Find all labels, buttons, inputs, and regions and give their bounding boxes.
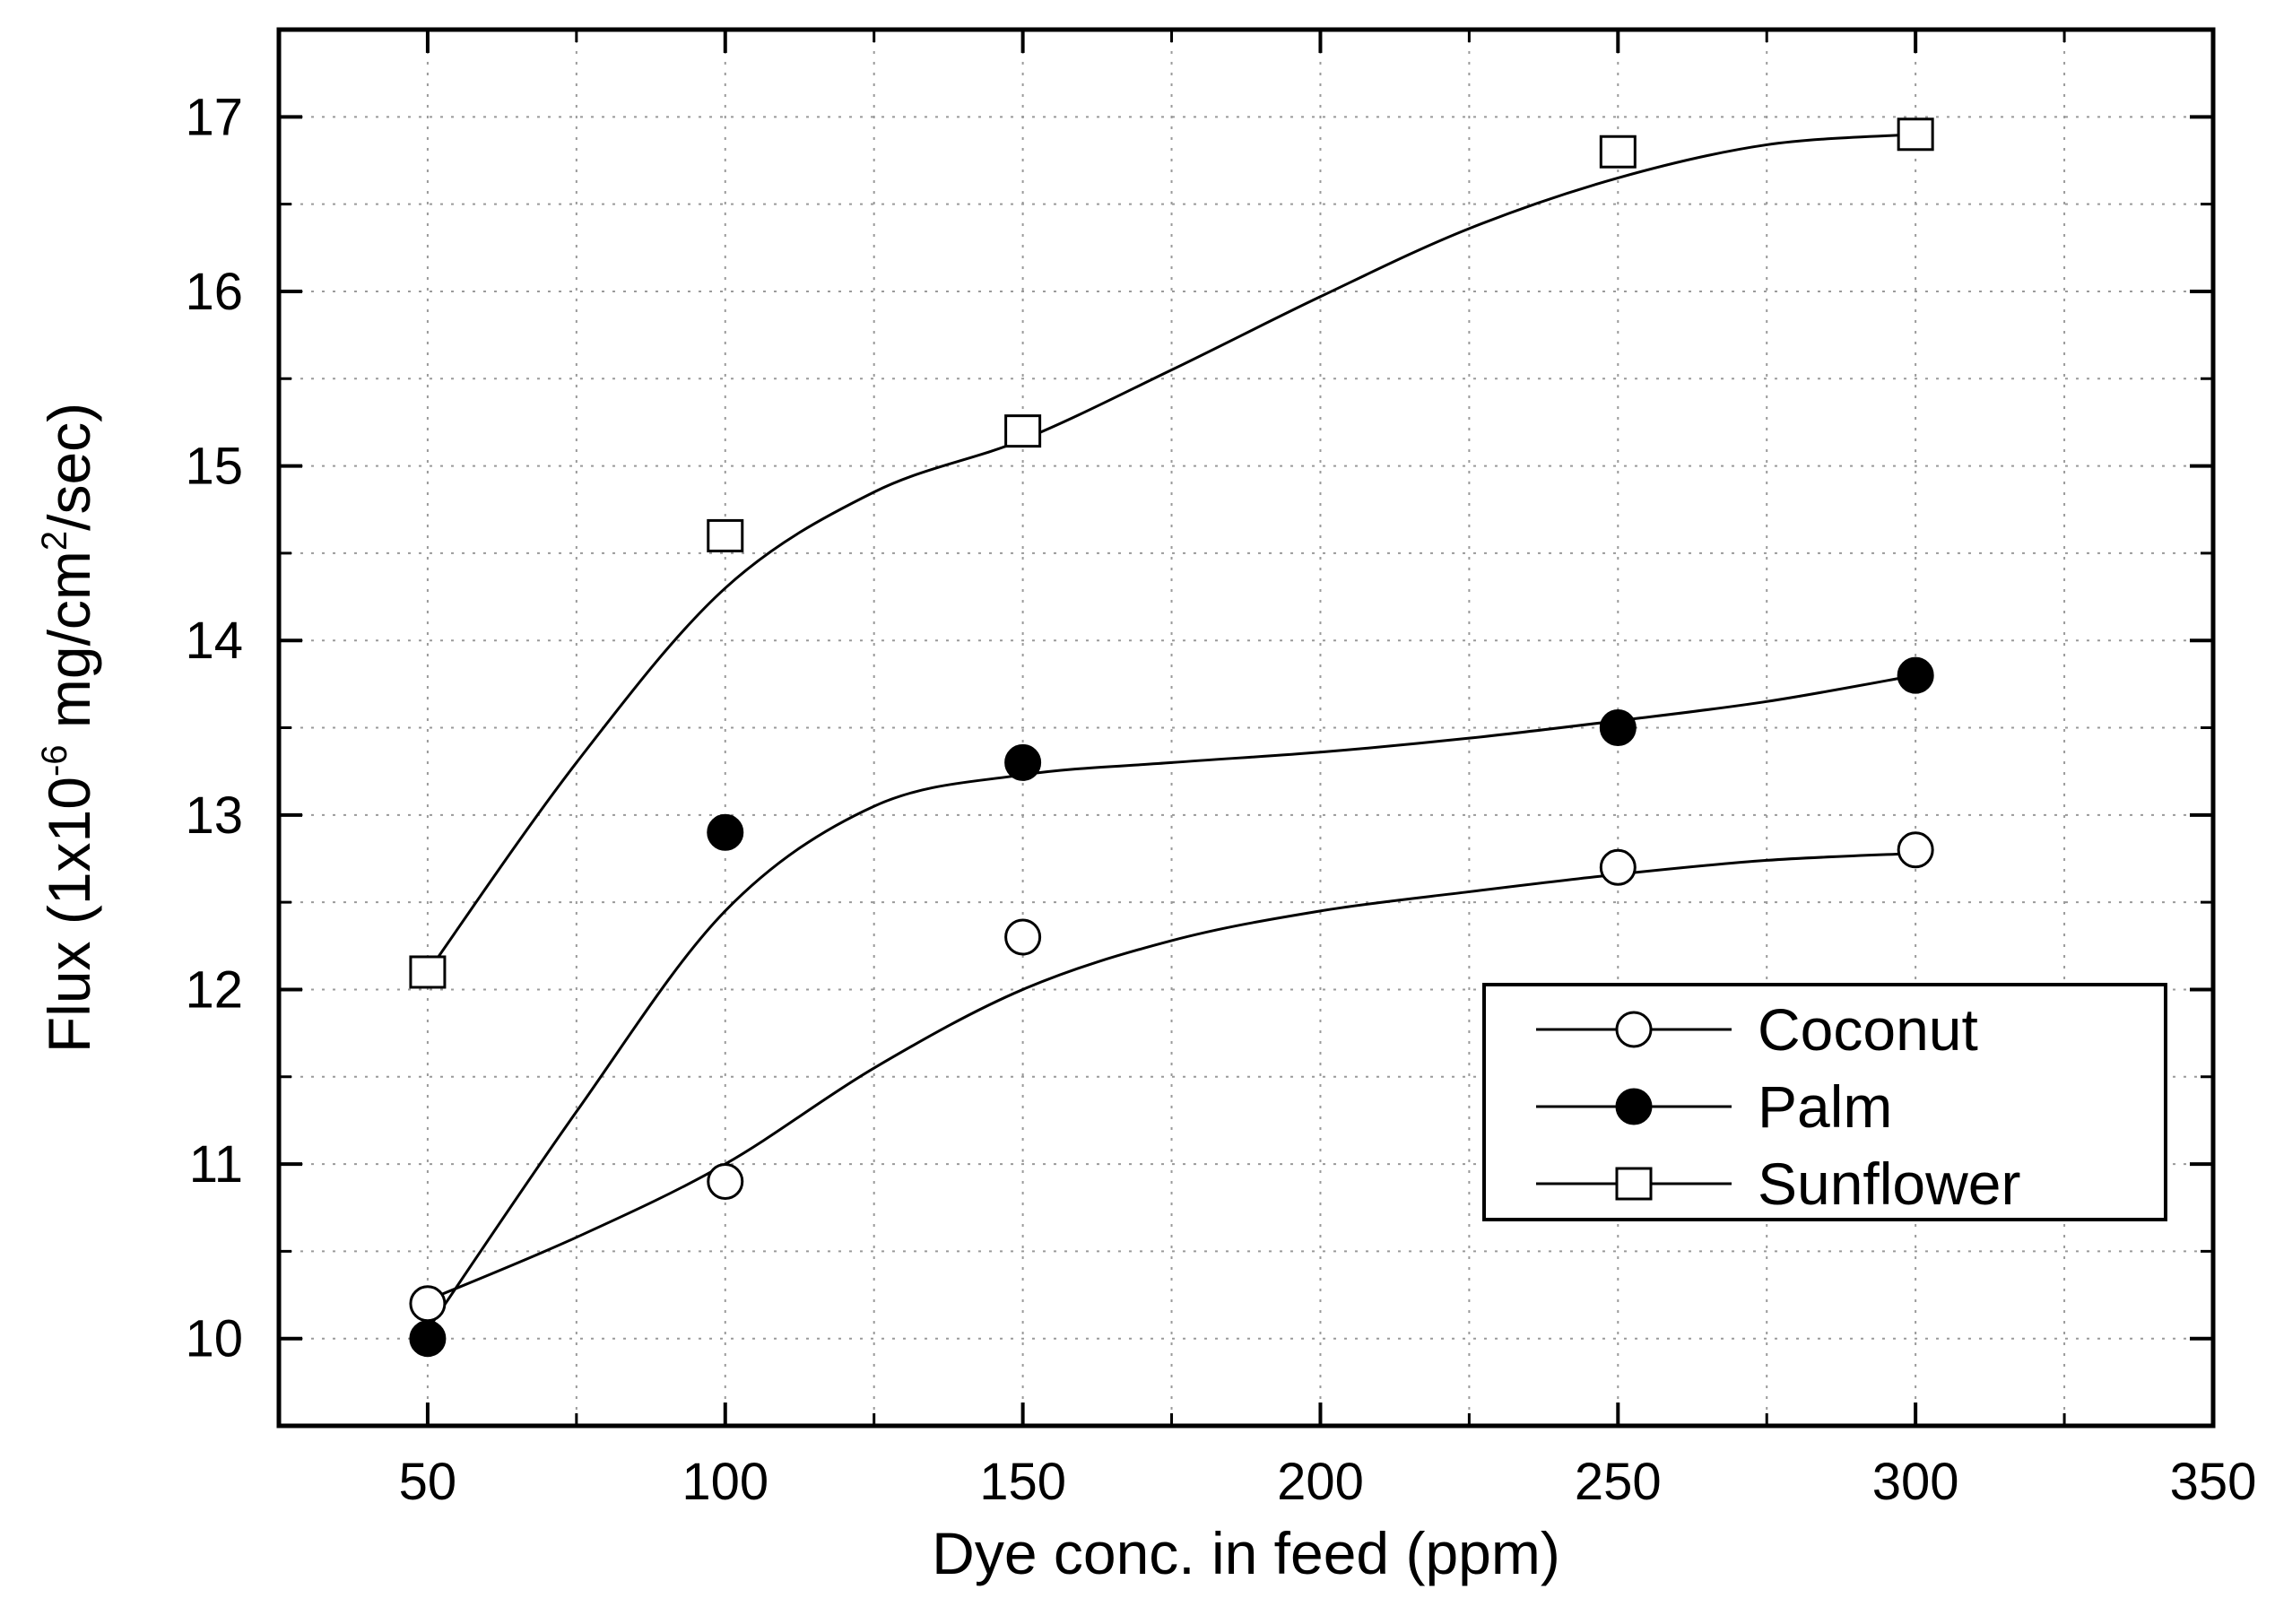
data-point-palm bbox=[1599, 709, 1637, 746]
fit-curve-palm bbox=[426, 673, 1916, 1331]
legend-label-coconut: Coconut bbox=[1758, 996, 1978, 1063]
y-tick-label: 17 bbox=[185, 88, 243, 146]
y-axis-title-prefix: Flux (1x10 bbox=[36, 777, 102, 1053]
y-tick-label: 13 bbox=[185, 786, 243, 845]
axis-ticks bbox=[277, 28, 2215, 1428]
y-tick-label: 11 bbox=[189, 1135, 243, 1194]
x-tick-label: 350 bbox=[2170, 1453, 2257, 1511]
fit-curve-coconut bbox=[427, 852, 1916, 1302]
legend-marker-sunflower bbox=[1615, 1167, 1653, 1201]
y-tick-label: 16 bbox=[185, 263, 243, 321]
y-tick-label: 12 bbox=[185, 960, 243, 1019]
data-point-sunflower bbox=[1599, 135, 1637, 169]
data-point-coconut bbox=[1599, 848, 1637, 886]
y-tick-label: 10 bbox=[185, 1310, 243, 1368]
data-point-palm bbox=[707, 813, 744, 851]
data-point-coconut bbox=[1004, 918, 1042, 956]
legend: Coconut Palm Sunflower bbox=[1482, 983, 2167, 1221]
data-point-sunflower bbox=[1004, 414, 1042, 448]
x-tick-label: 150 bbox=[979, 1453, 1066, 1511]
x-tick-label: 100 bbox=[682, 1453, 768, 1511]
fit-curves bbox=[426, 133, 1916, 1331]
data-markers bbox=[409, 117, 1934, 1358]
y-axis-title-suffix: /sec) bbox=[36, 403, 102, 531]
legend-marker-coconut bbox=[1615, 1011, 1653, 1048]
fit-curve-sunflower bbox=[426, 133, 1916, 973]
data-point-sunflower bbox=[409, 955, 447, 989]
data-point-palm bbox=[1004, 743, 1042, 781]
y-axis-title-exponent: -6 bbox=[35, 744, 74, 777]
y-axis-title-middle: mg/cm bbox=[36, 551, 102, 744]
data-point-palm bbox=[409, 1320, 447, 1358]
y-axis-title: Flux (1x10-6 mg/cm2/sec) bbox=[35, 403, 102, 1053]
x-tick-label: 200 bbox=[1277, 1453, 1364, 1511]
data-point-coconut bbox=[1897, 831, 1934, 869]
y-axis-title-exponent2: 2 bbox=[35, 531, 74, 551]
legend-marker-palm bbox=[1615, 1088, 1653, 1125]
legend-box bbox=[1482, 983, 2167, 1221]
x-tick-label: 300 bbox=[1872, 1453, 1959, 1511]
y-tick-label: 14 bbox=[185, 612, 243, 670]
data-point-sunflower bbox=[1897, 117, 1934, 152]
data-point-coconut bbox=[409, 1285, 447, 1323]
data-point-palm bbox=[1897, 656, 1934, 694]
tick-labels: 50 100 150 200 250 300 350 10 11 12 13 14 15 16 17 bbox=[185, 88, 2256, 1511]
legend-entries: Coconut Palm Sunflower bbox=[1536, 996, 2021, 1217]
data-point-sunflower bbox=[707, 518, 744, 552]
x-axis-title: Dye conc. in feed (ppm) bbox=[932, 1520, 1560, 1586]
y-tick-label: 15 bbox=[185, 438, 243, 496]
legend-label-sunflower: Sunflower bbox=[1758, 1151, 2021, 1217]
x-tick-label: 50 bbox=[399, 1453, 457, 1511]
x-tick-label: 250 bbox=[1575, 1453, 1662, 1511]
legend-label-palm: Palm bbox=[1758, 1073, 1892, 1140]
data-point-coconut bbox=[707, 1163, 744, 1201]
